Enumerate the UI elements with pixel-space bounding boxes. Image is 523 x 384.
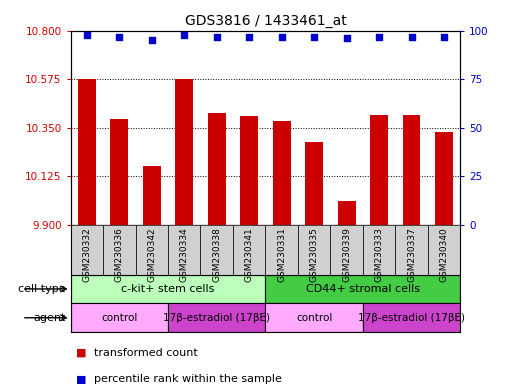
Text: GSM230333: GSM230333 xyxy=(374,227,383,282)
Point xyxy=(440,33,448,40)
Text: c-kit+ stem cells: c-kit+ stem cells xyxy=(121,284,215,294)
Text: GSM230336: GSM230336 xyxy=(115,227,124,282)
Text: GSM230337: GSM230337 xyxy=(407,227,416,282)
Text: control: control xyxy=(296,313,332,323)
Bar xyxy=(71,303,168,332)
Text: ■: ■ xyxy=(76,348,86,358)
Text: transformed count: transformed count xyxy=(94,348,198,358)
Bar xyxy=(71,225,103,275)
Point xyxy=(278,33,286,40)
Bar xyxy=(103,225,135,275)
Point xyxy=(83,31,91,38)
Point xyxy=(245,33,253,40)
Bar xyxy=(143,167,161,225)
Bar xyxy=(208,113,225,225)
Text: GSM230332: GSM230332 xyxy=(82,227,92,282)
Bar xyxy=(331,225,363,275)
Text: cell type: cell type xyxy=(18,284,65,294)
Text: GSM230335: GSM230335 xyxy=(310,227,319,282)
Bar xyxy=(240,116,258,225)
Bar xyxy=(403,115,420,225)
Bar xyxy=(363,303,460,332)
Bar xyxy=(71,275,266,303)
Bar xyxy=(428,225,460,275)
Bar xyxy=(135,225,168,275)
Text: control: control xyxy=(101,313,138,323)
Bar xyxy=(338,201,356,225)
Text: GSM230339: GSM230339 xyxy=(342,227,351,282)
Text: GSM230340: GSM230340 xyxy=(439,227,449,282)
Text: GSM230338: GSM230338 xyxy=(212,227,221,282)
Point xyxy=(212,33,221,40)
Bar xyxy=(435,132,453,225)
Title: GDS3816 / 1433461_at: GDS3816 / 1433461_at xyxy=(185,14,346,28)
Bar xyxy=(266,225,298,275)
Point xyxy=(147,37,156,43)
Point xyxy=(180,31,188,38)
Point xyxy=(407,33,416,40)
Bar xyxy=(298,225,331,275)
Point xyxy=(343,35,351,41)
Text: CD44+ stromal cells: CD44+ stromal cells xyxy=(306,284,420,294)
Bar xyxy=(175,79,193,225)
Bar xyxy=(200,225,233,275)
Bar xyxy=(370,115,388,225)
Bar xyxy=(266,303,363,332)
Point xyxy=(375,33,383,40)
Bar xyxy=(266,275,460,303)
Bar xyxy=(363,225,395,275)
Point xyxy=(310,33,319,40)
Bar xyxy=(233,225,266,275)
Text: GSM230342: GSM230342 xyxy=(147,227,156,282)
Bar xyxy=(168,225,200,275)
Bar xyxy=(78,79,96,225)
Bar xyxy=(168,303,266,332)
Text: ■: ■ xyxy=(76,374,86,384)
Text: GSM230331: GSM230331 xyxy=(277,227,286,282)
Text: GSM230334: GSM230334 xyxy=(180,227,189,282)
Text: percentile rank within the sample: percentile rank within the sample xyxy=(94,374,282,384)
Point xyxy=(115,33,123,40)
Bar xyxy=(305,142,323,225)
Text: agent: agent xyxy=(33,313,65,323)
Text: GSM230341: GSM230341 xyxy=(245,227,254,282)
Bar xyxy=(395,225,428,275)
Text: 17β-estradiol (17βE): 17β-estradiol (17βE) xyxy=(163,313,270,323)
Text: 17β-estradiol (17βE): 17β-estradiol (17βE) xyxy=(358,313,465,323)
Bar xyxy=(110,119,128,225)
Bar xyxy=(272,121,291,225)
